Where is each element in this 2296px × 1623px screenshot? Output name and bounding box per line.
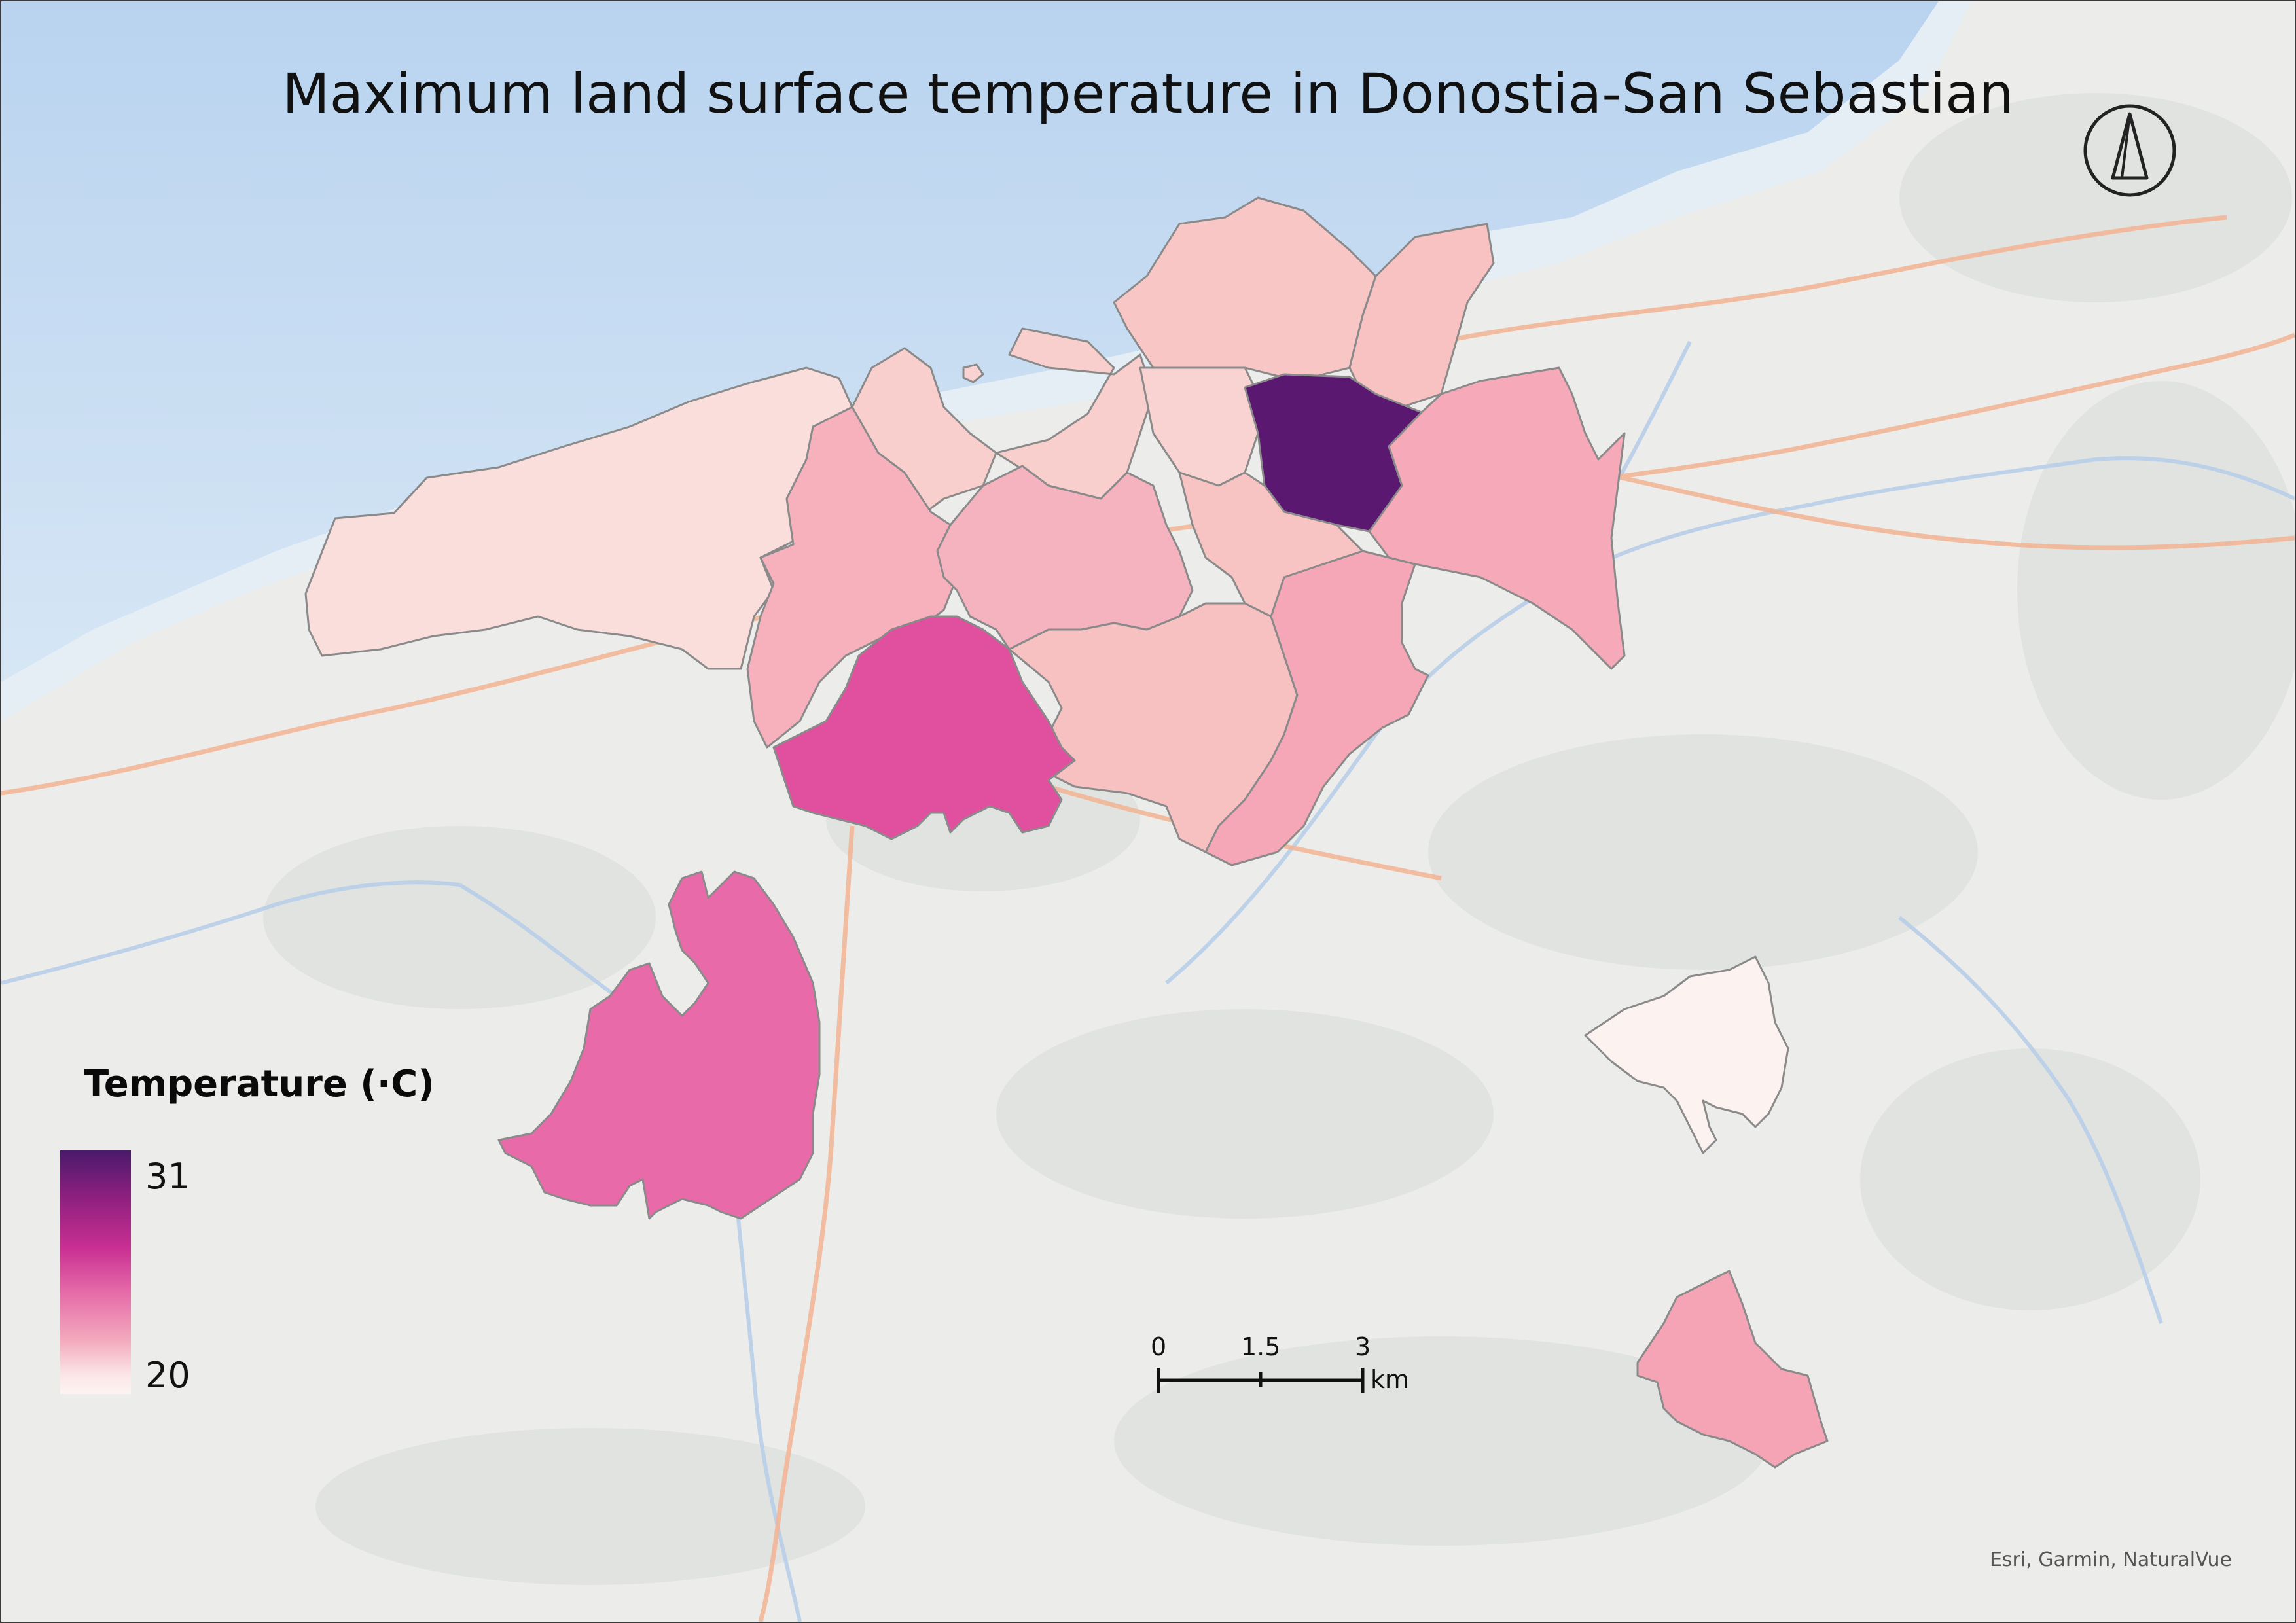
district-polygons [304,196,1829,1469]
legend-min-label: 20 [145,1355,190,1396]
scale-unit: km [1371,1365,1410,1394]
legend-color-ramp [60,1150,131,1394]
scale-bar [1157,1368,1365,1393]
islet [962,363,984,383]
scale-label-1-5: 1.5 [1241,1332,1281,1361]
legend-max-label: 31 [145,1156,190,1197]
scale-label-3: 3 [1355,1332,1371,1361]
district-middle [936,465,1194,651]
district-east [1368,366,1626,670]
attribution-text: Esri, Garmin, NaturalVue [1989,1548,2232,1571]
district-central [1139,366,1259,487]
district-west-centre [746,406,958,749]
district-north-east [1348,223,1495,408]
scale-label-0: 0 [1151,1332,1167,1361]
map-title: Maximum land surface temperature in Dono… [282,62,2014,126]
district-south-enclave [497,870,821,1220]
hillshade [263,93,2295,1585]
district-south-east [1204,550,1429,866]
legend-title: Temperature (·C) [84,1063,435,1105]
north-arrow-icon [2083,104,2176,197]
rivers [1,340,2295,1622]
district-south-west-hot [772,615,1076,840]
district-east-enclave [1584,955,1789,1154]
district-south-east-enclave [1636,1270,1829,1469]
sea-area [1,1,1939,682]
